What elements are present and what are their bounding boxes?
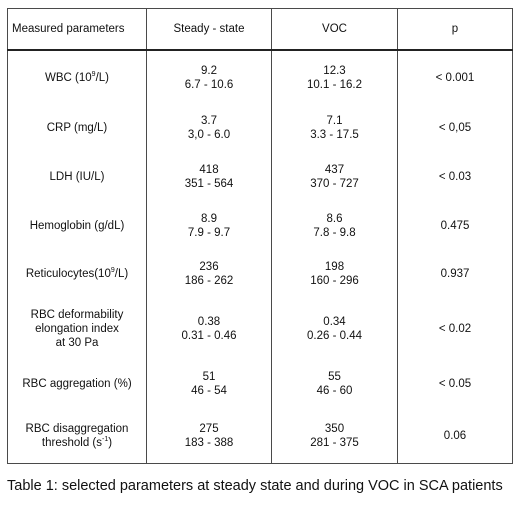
p-value-cell: 0.06 [397,408,513,464]
table-row: CRP (mg/L) 3.7 3,0 - 6.0 7.1 3.3 - 17.5 … [7,104,513,152]
param-label-line: RBC disaggregation [25,422,129,435]
voc-range: 10.1 - 16.2 [307,78,362,91]
steady-median: 418 [199,164,219,176]
voc-range: 7.8 - 9.8 [313,227,356,239]
p-value-cell: < 0.05 [397,360,513,408]
steady-cell: 51 46 - 54 [146,360,272,408]
header-measured-parameters: Measured parameters [7,8,147,51]
p-value-cell: 0.475 [397,202,513,250]
param-label-line: at 30 Pa [55,337,99,349]
param-cell: Reticulocytes(109/L) [7,250,147,298]
steady-cell: 236 186 - 262 [146,250,272,298]
steady-median: 8.9 [201,213,217,225]
steady-cell: 3.7 3,0 - 6.0 [146,104,272,152]
steady-cell: 8.9 7.9 - 9.7 [146,202,272,250]
param-label: CRP (mg/L) [46,122,108,134]
param-label: Hemoglobin (g/dL) [29,220,125,232]
voc-cell: 350 281 - 375 [271,408,398,464]
table-row: Reticulocytes(109/L) 236 186 - 262 198 1… [7,250,513,298]
param-cell: LDH (IU/L) [7,152,147,202]
steady-cell: 0.38 0.31 - 0.46 [146,298,272,360]
p-value-cell: < 0.03 [397,152,513,202]
table-row: LDH (IU/L) 418 351 - 564 437 370 - 727 <… [7,152,513,202]
steady-median: 275 [199,422,219,435]
voc-cell: 55 46 - 60 [271,360,398,408]
steady-median: 51 [202,371,216,383]
voc-median: 8.6 [326,213,343,225]
steady-range: 46 - 54 [191,385,227,397]
steady-range: 183 - 388 [184,436,234,449]
voc-range: 0.26 - 0.44 [307,330,362,342]
steady-median: 0.38 [197,316,221,328]
voc-range: 370 - 727 [310,178,359,190]
voc-median: 350 [324,422,345,435]
voc-range: 160 - 296 [310,275,359,287]
steady-median: 9.2 [201,64,217,77]
steady-range: 6.7 - 10.6 [184,78,234,91]
param-cell: RBC aggregation (%) [7,360,147,408]
voc-range: 3.3 - 17.5 [310,129,359,141]
p-value-cell: < 0.001 [397,50,513,104]
table-row: WBC (109/L) 9.2 6.7 - 10.6 12.3 10.1 - 1… [7,50,513,104]
table-row: RBC disaggregation threshold (s-1) 275 1… [7,408,513,464]
voc-median: 12.3 [323,64,346,77]
steady-cell: 418 351 - 564 [146,152,272,202]
steady-range: 186 - 262 [184,275,234,287]
voc-median: 55 [328,371,341,383]
param-label-line: threshold (s-1) [41,435,113,449]
param-cell: WBC (109/L) [7,50,147,104]
header-voc: VOC [271,8,398,51]
steady-range: 7.9 - 9.7 [187,227,231,239]
voc-cell: 8.6 7.8 - 9.8 [271,202,398,250]
steady-cell: 9.2 6.7 - 10.6 [146,50,272,104]
param-label: LDH (IU/L) [49,171,105,183]
voc-median: 437 [324,164,345,176]
header-steady-state: Steady - state [146,8,272,51]
voc-median: 0.34 [323,316,346,328]
p-value-cell: < 0,05 [397,104,513,152]
header-p: p [397,8,513,51]
table-row: RBC deformability elongation index at 30… [7,298,513,360]
steady-median: 236 [199,261,219,273]
voc-range: 281 - 375 [310,436,359,449]
steady-median: 3.7 [201,115,217,127]
param-cell: RBC disaggregation threshold (s-1) [7,408,147,464]
table-row: Hemoglobin (g/dL) 8.9 7.9 - 9.7 8.6 7.8 … [7,202,513,250]
param-label: RBC aggregation (%) [22,378,132,390]
param-label-line: RBC deformability [30,309,124,321]
steady-range: 351 - 564 [184,178,234,190]
table-caption: Table 1: selected parameters at steady s… [7,478,503,494]
param-cell: RBC deformability elongation index at 30… [7,298,147,360]
param-label: WBC (109/L) [45,70,109,84]
p-value-cell: < 0.02 [397,298,513,360]
steady-cell: 275 183 - 388 [146,408,272,464]
voc-cell: 12.3 10.1 - 16.2 [271,50,398,104]
p-value-cell: 0.937 [397,250,513,298]
table-row: RBC aggregation (%) 51 46 - 54 55 46 - 6… [7,360,513,408]
param-cell: CRP (mg/L) [7,104,147,152]
steady-range: 0.31 - 0.46 [181,330,237,342]
parameters-table: Measured parameters Steady - state VOC p… [7,8,513,464]
param-label-line: elongation index [35,323,119,335]
voc-cell: 198 160 - 296 [271,250,398,298]
voc-cell: 0.34 0.26 - 0.44 [271,298,398,360]
steady-range: 3,0 - 6.0 [187,129,231,141]
param-cell: Hemoglobin (g/dL) [7,202,147,250]
voc-median: 198 [324,261,345,273]
table-header-row: Measured parameters Steady - state VOC p [7,8,513,51]
voc-median: 7.1 [326,115,343,127]
param-label: Reticulocytes(109/L) [25,267,129,280]
voc-range: 46 - 60 [316,385,353,397]
voc-cell: 7.1 3.3 - 17.5 [271,104,398,152]
voc-cell: 437 370 - 727 [271,152,398,202]
